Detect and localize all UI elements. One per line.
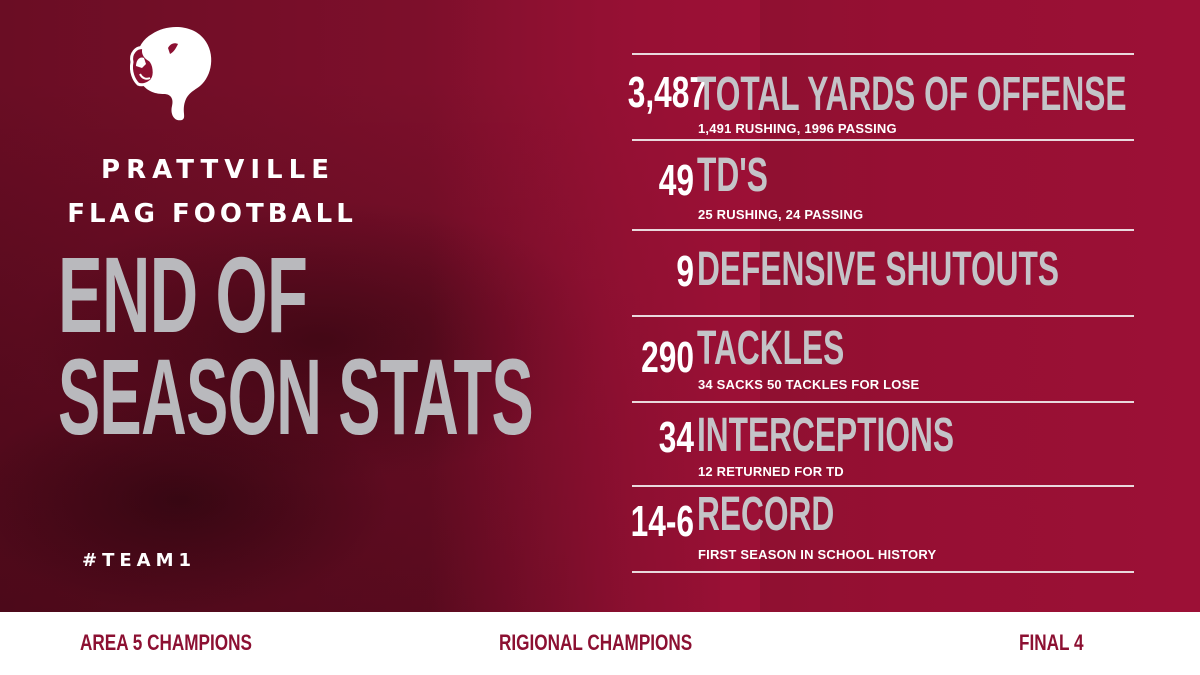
stat-value: 3,487 <box>627 68 708 117</box>
stat-detail: FIRST SEASON IN SCHOOL HISTORY <box>698 547 937 562</box>
headline-line-1: END OF <box>58 234 308 355</box>
stat-value: 34 <box>658 413 694 462</box>
stats-list: 3,487 TOTAL YARDS OF OFFENSE 1,491 RUSHI… <box>628 53 1134 573</box>
divider <box>632 315 1134 317</box>
stat-label: TOTAL YARDS OF OFFENSE <box>697 68 1127 121</box>
stat-label: INTERCEPTIONS <box>697 409 954 462</box>
divider <box>632 571 1134 573</box>
stat-detail: 1,491 RUSHING, 1996 PASSING <box>698 121 897 136</box>
divider <box>632 229 1134 231</box>
stat-row-record: 14-6 RECORD FIRST SEASON IN SCHOOL HISTO… <box>631 487 1134 571</box>
divider <box>632 401 1134 403</box>
footer-bar: AREA 5 CHAMPIONS RIGIONAL CHAMPIONS FINA… <box>0 612 1200 675</box>
stat-label: DEFENSIVE SHUTOUTS <box>697 243 1060 296</box>
stat-row-interceptions: 34 INTERCEPTIONS 12 RETURNED FOR TD <box>632 403 1134 485</box>
headline-line-2: SEASON STATS <box>58 336 534 457</box>
school-name: PRATTVILLE <box>101 155 335 185</box>
hashtag: #TEAM1 <box>82 550 197 571</box>
background-fade <box>430 0 760 612</box>
program-name: FLAG FOOTBALL <box>67 199 357 229</box>
stat-detail: 25 RUSHING, 24 PASSING <box>698 207 864 222</box>
divider <box>632 485 1134 487</box>
stat-row-shutouts: 9 DEFENSIVE SHUTOUTS <box>632 231 1134 315</box>
stat-row-tds: 49 TD'S 25 RUSHING, 24 PASSING <box>632 141 1134 229</box>
stat-value: 290 <box>641 333 694 382</box>
stat-value: 14-6 <box>630 497 694 546</box>
stat-row-total-yards: 3,487 TOTAL YARDS OF OFFENSE 1,491 RUSHI… <box>628 55 1134 139</box>
stat-value: 9 <box>676 247 694 296</box>
stat-label: TD'S <box>697 149 768 202</box>
stat-row-tackles: 290 TACKLES 34 SACKS 50 TACKLES FOR LOSE <box>632 317 1134 401</box>
stat-detail: 12 RETURNED FOR TD <box>698 464 844 479</box>
stat-value: 49 <box>658 156 694 205</box>
stat-detail: 34 SACKS 50 TACKLES FOR LOSE <box>698 377 920 392</box>
footer-area-champions: AREA 5 CHAMPIONS <box>80 630 252 655</box>
divider <box>632 53 1134 55</box>
lion-icon <box>130 27 212 121</box>
footer-regional-champions: RIGIONAL CHAMPIONS <box>499 630 693 655</box>
stat-label: TACKLES <box>697 322 845 375</box>
team-photo-background <box>0 0 1200 612</box>
divider <box>632 139 1134 141</box>
footer-final-four: FINAL 4 <box>1019 630 1084 655</box>
stat-label: RECORD <box>697 488 835 541</box>
